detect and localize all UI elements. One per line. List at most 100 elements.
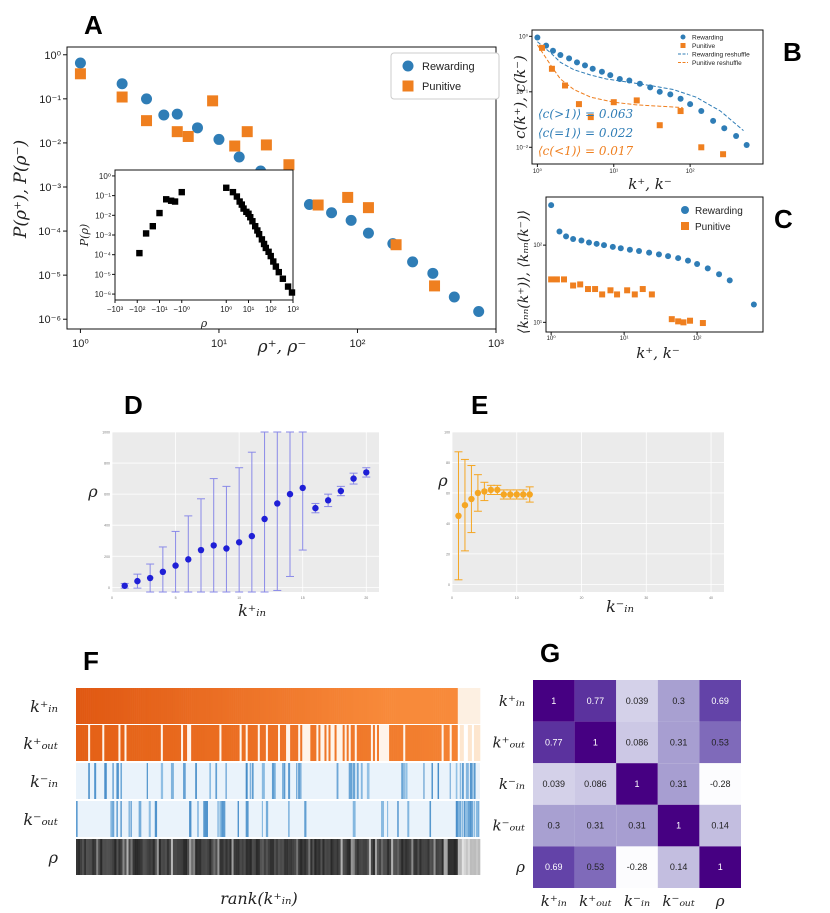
panel-d-point [197,546,205,554]
correlation-value: 1 [634,779,639,789]
correlation-value: 0.3 [548,821,561,831]
punitive-reshuffle-line [536,44,683,109]
panel-e-xtick-label: 0 [451,596,453,600]
heatmap-stripe-negative [148,801,151,837]
heatmap-cell-kin-plus [461,688,465,724]
heatmap-cell-kout-plus [302,725,305,761]
punitive-point [241,126,253,138]
heatmap-cell-kout-plus [356,725,360,761]
heatmap-cell-rho [126,839,129,875]
heatmap-cell-kout-plus [146,725,150,761]
heatmap-cell-kin-plus [354,688,358,724]
heatmap-cell-kin-plus [403,688,406,724]
matrix-col-label: ρ [715,892,725,910]
heatmap-cell-rho [92,839,95,875]
heatmap-cell-kout-plus [209,725,212,761]
panel-a-ytick-label: 10⁻² [39,138,61,150]
heatmap-cell-rho [366,839,370,875]
panel-b-legend-label: Punitive reshuffle [692,60,742,67]
matrix-col-label: k⁺ᵢₙ [541,892,567,910]
heatmap-cell-kin-plus [189,688,192,724]
heatmap-cell-kout-plus [417,725,420,761]
heatmap-cell-rho [346,839,349,875]
heatmap-cell-rho [120,839,123,875]
heatmap-row-label: k⁺ₒᵤₜ [23,734,58,753]
panel-c-legend-punitive-marker [681,222,689,230]
heatmap-cell-kin-plus [181,688,184,724]
heatmap-cell-rho [261,839,265,875]
heatmap-cell-kin-plus [419,688,422,724]
heatmap-cell-kin-plus [306,688,309,724]
heatmap-cell-kin-plus [447,688,450,724]
panel-e-xtick-label: 30 [644,596,648,600]
heatmap-cell-rho [411,839,414,875]
heatmap-cell-kin-plus [344,688,347,724]
heatmap-stripe-negative [465,763,469,799]
heatmap-cell-kin-plus [221,688,224,724]
inset-point [275,268,282,276]
panel-d-point [172,562,179,569]
heatmap-cell-kin-plus [278,688,281,724]
panel-d-ylabel: ρ [87,482,98,501]
heatmap-cell-rho [370,839,374,875]
rewarding-point [716,271,723,278]
heatmap-cell-kout-plus [193,725,196,761]
panel-d-point [312,504,319,512]
heatmap-cell-rho [439,839,442,875]
heatmap-cell-rho [413,839,416,875]
inset-point [260,240,268,248]
rewarding-point [362,227,374,239]
heatmap-cell-kout-plus [296,725,299,761]
heatmap-cell-kin-plus [273,688,277,724]
panel-e-xtick-label: 40 [709,596,713,600]
heatmap-stripe-negative [473,801,476,837]
panel-e-point [487,486,495,494]
heatmap-cell-kin-plus [245,688,248,724]
heatmap-cell-rho [136,839,139,875]
heatmap-cell-kout-plus [280,725,283,761]
heatmap-cell-kout-plus [441,725,444,761]
heatmap-cell-rho [245,839,248,875]
heatmap-cell-kout-plus [142,725,145,761]
heatmap-cell-rho [352,839,356,875]
heatmap-cell-rho [168,839,172,875]
heatmap-cell-kout-plus [415,725,418,761]
heatmap-stripe-negative [154,801,158,837]
heatmap-cell-rho [344,839,347,875]
correlation-cell [574,721,617,764]
panel-a-ytick-label: 10⁰ [44,50,61,62]
heatmap-cell-rho [122,839,125,875]
heatmap-cell-kout-plus [158,725,162,761]
heatmap-cell-kout-plus [253,725,257,761]
heatmap-stripe-negative [288,763,291,799]
panel-d-point [248,532,256,540]
heatmap-cell-kout-plus [284,725,287,761]
heatmap-cell-kin-plus [197,688,200,724]
panel-b-chart: 10⁰ 10¹ 10² 10⁰ 10⁻¹ 10⁻² k⁺, k⁻ c(k⁺), c(k⁻) ⟨c… [511,29,764,193]
heatmap-cell-rho [451,839,455,875]
punitive-point [548,276,555,283]
inset-point [247,214,254,221]
heatmap-cell-kin-plus [451,688,455,724]
correlation-cell [574,680,617,722]
heatmap-cell-kin-plus [142,688,145,724]
heatmap-cell-kin-plus [340,688,343,724]
heatmap-cell-kout-plus [431,725,434,761]
heatmap-cell-kin-plus [308,688,311,724]
correlation-cell [657,763,700,805]
heatmap-cell-kin-plus [183,688,186,724]
heatmap-cell-rho [255,839,259,875]
heatmap-cell-rho [203,839,206,875]
heatmap-cell-kout-plus [304,725,307,761]
rewarding-point [548,202,555,209]
heatmap-cell-rho [181,839,184,875]
heatmap-cell-kout-plus [471,725,475,761]
heatmap-cell-kout-plus [84,725,87,761]
rewarding-point [616,76,623,83]
heatmap-cell-rho [82,839,85,875]
heatmap-cell-rho [86,839,89,875]
heatmap-cell-kout-plus [326,725,329,761]
heatmap-cell-kin-plus [162,688,166,724]
heatmap-cell-kout-plus [423,725,426,761]
rewarding-point [534,34,541,41]
